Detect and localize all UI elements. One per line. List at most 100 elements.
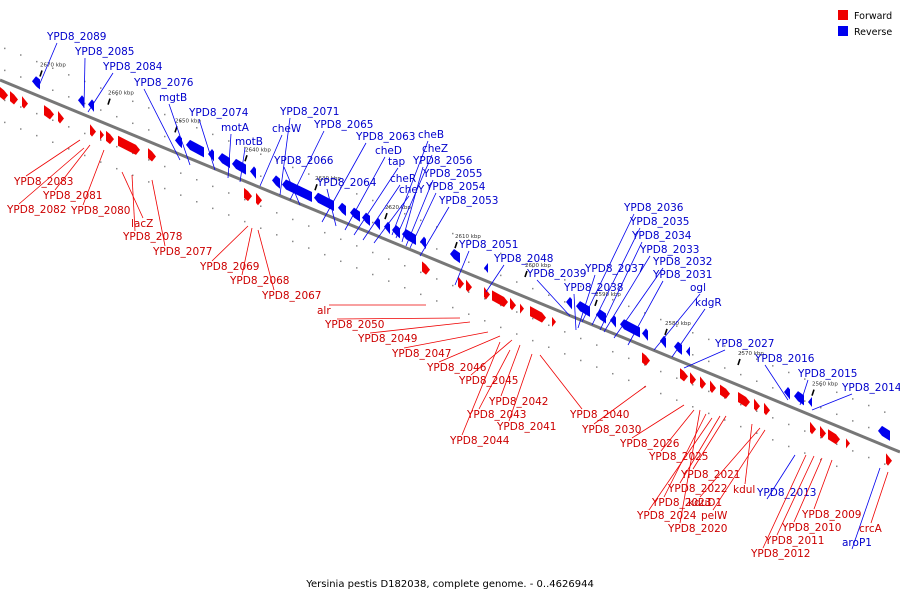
reverse-gene-label[interactable]: YPD8_2066 — [273, 155, 334, 167]
reverse-gene-label[interactable]: YPD8_2064 — [316, 177, 377, 189]
reverse-gene-label[interactable]: YPD8_2051 — [458, 239, 518, 251]
forward-gene-arrow[interactable] — [100, 128, 104, 140]
reverse-gene-label[interactable]: YPD8_2063 — [355, 131, 415, 143]
forward-gene-arrow[interactable] — [244, 187, 252, 202]
reverse-gene-arrow[interactable] — [384, 221, 390, 235]
reverse-gene-label[interactable]: YPD8_2037 — [584, 263, 644, 275]
forward-gene-label[interactable]: YPD8_2010 — [781, 522, 841, 534]
reverse-gene-label[interactable]: YPD8_2033 — [639, 244, 699, 256]
forward-gene-label[interactable]: YPD8_2023 — [651, 497, 711, 509]
reverse-gene-arrow[interactable] — [484, 263, 488, 275]
forward-gene-label[interactable]: pelW — [701, 510, 728, 522]
forward-gene-label[interactable]: YPD8_2044 — [449, 435, 510, 447]
reverse-gene-label[interactable]: YPD8_2016 — [754, 353, 815, 365]
forward-gene-label[interactable]: YPD8_2045 — [458, 375, 518, 387]
forward-gene-label[interactable]: lacZ — [131, 218, 153, 230]
forward-gene-label[interactable]: YPD8_2067 — [261, 290, 321, 302]
forward-gene-label[interactable]: YPD8_2022 — [667, 483, 727, 495]
reverse-gene-label[interactable]: YPD8_2034 — [631, 230, 692, 242]
forward-gene-label[interactable]: YPD8_2081 — [42, 190, 102, 202]
forward-gene-arrow[interactable] — [552, 315, 556, 327]
reverse-gene-label[interactable]: YPD8_2054 — [425, 181, 486, 193]
reverse-gene-arrow[interactable] — [686, 346, 690, 359]
forward-gene-label[interactable]: YPD8_2049 — [357, 333, 417, 345]
reverse-gene-arrow[interactable] — [794, 391, 804, 406]
forward-gene-arrow[interactable] — [820, 425, 826, 439]
reverse-gene-label[interactable]: cheZ — [422, 143, 448, 155]
forward-gene-arrow[interactable] — [118, 135, 140, 155]
forward-gene-label[interactable]: YPD8_2083 — [13, 176, 73, 188]
reverse-gene-label[interactable]: YPD8_2085 — [74, 46, 134, 58]
reverse-gene-label[interactable]: YPD8_2027 — [714, 338, 774, 350]
forward-gene-arrow[interactable] — [700, 376, 706, 389]
reverse-gene-label[interactable]: YPD8_2076 — [133, 77, 194, 89]
reverse-gene-arrow[interactable] — [878, 425, 890, 441]
reverse-gene-arrow[interactable] — [566, 296, 572, 310]
reverse-gene-arrow[interactable] — [784, 387, 790, 400]
forward-gene-label[interactable]: YPD8_2020 — [667, 523, 727, 535]
reverse-gene-label[interactable]: mgtB — [159, 92, 187, 104]
forward-gene-arrow[interactable] — [530, 306, 546, 323]
forward-gene-arrow[interactable] — [690, 372, 696, 385]
forward-gene-label[interactable]: YPD8_2011 — [764, 535, 824, 547]
reverse-gene-label[interactable]: cheD — [375, 145, 402, 157]
reverse-gene-arrow[interactable] — [250, 166, 256, 179]
forward-gene-arrow[interactable] — [764, 402, 770, 416]
forward-gene-arrow[interactable] — [738, 392, 750, 407]
reverse-gene-label[interactable]: cheR — [390, 173, 416, 185]
reverse-gene-arrow[interactable] — [88, 99, 94, 112]
reverse-gene-arrow[interactable] — [402, 229, 416, 245]
reverse-gene-arrow[interactable] — [420, 236, 426, 250]
forward-gene-label[interactable]: YPD8_2082 — [6, 204, 66, 216]
forward-gene-arrow[interactable] — [458, 276, 464, 289]
reverse-gene-arrow[interactable] — [232, 158, 246, 175]
forward-gene-arrow[interactable] — [22, 96, 28, 109]
forward-gene-label[interactable]: YPD8_2069 — [199, 261, 259, 273]
forward-gene-arrow[interactable] — [510, 297, 516, 311]
forward-gene-arrow[interactable] — [828, 429, 840, 445]
forward-gene-label[interactable]: YPD8_2077 — [152, 246, 212, 258]
forward-gene-arrow[interactable] — [106, 130, 114, 145]
reverse-gene-label[interactable]: YPD8_2071 — [279, 106, 339, 118]
reverse-gene-arrow[interactable] — [660, 335, 666, 349]
reverse-gene-label[interactable]: YPD8_2035 — [629, 216, 689, 228]
reverse-gene-label[interactable]: YPD8_2039 — [526, 268, 586, 280]
forward-gene-arrow[interactable] — [710, 380, 716, 393]
reverse-gene-arrow[interactable] — [32, 76, 40, 90]
forward-gene-arrow[interactable] — [754, 398, 760, 412]
reverse-gene-arrow[interactable] — [610, 315, 616, 328]
reverse-gene-label[interactable]: YPD8_2065 — [313, 119, 373, 131]
forward-gene-label[interactable]: YPD8_2024 — [636, 510, 697, 522]
forward-gene-label[interactable]: YPD8_2050 — [324, 319, 384, 331]
forward-gene-arrow[interactable] — [0, 87, 8, 101]
reverse-gene-arrow[interactable] — [314, 192, 334, 212]
forward-gene-arrow[interactable] — [256, 192, 262, 206]
reverse-gene-label[interactable]: YPD8_2036 — [623, 202, 684, 214]
forward-gene-arrow[interactable] — [720, 384, 730, 399]
forward-gene-arrow[interactable] — [484, 287, 490, 300]
reverse-gene-arrow[interactable] — [450, 249, 460, 264]
reverse-gene-arrow[interactable] — [338, 202, 346, 217]
forward-gene-label[interactable]: YPD8_2080 — [70, 205, 130, 217]
reverse-gene-label[interactable]: YPD8_2048 — [493, 253, 553, 265]
reverse-gene-label[interactable]: YPD8_2055 — [422, 168, 482, 180]
reverse-gene-arrow[interactable] — [272, 175, 280, 189]
forward-gene-arrow[interactable] — [466, 279, 472, 293]
reverse-gene-arrow[interactable] — [596, 309, 606, 324]
reverse-gene-label[interactable]: cheB — [418, 129, 444, 141]
reverse-gene-label[interactable]: cheW — [272, 123, 302, 135]
forward-gene-arrow[interactable] — [642, 352, 650, 366]
forward-gene-arrow[interactable] — [10, 91, 18, 105]
forward-gene-arrow[interactable] — [90, 124, 96, 137]
reverse-gene-arrow[interactable] — [350, 207, 360, 222]
reverse-gene-label[interactable]: YPD8_2089 — [46, 31, 106, 43]
reverse-gene-label[interactable]: cheY — [399, 184, 425, 196]
reverse-gene-label[interactable]: YPD8_2014 — [841, 382, 900, 394]
reverse-gene-arrow[interactable] — [642, 328, 648, 341]
forward-gene-arrow[interactable] — [810, 421, 816, 435]
reverse-gene-label[interactable]: aroP1 — [842, 537, 872, 549]
forward-gene-label[interactable]: YPD8_2046 — [426, 362, 487, 374]
reverse-gene-label[interactable]: motB — [235, 136, 263, 148]
reverse-gene-label[interactable]: YPD8_2038 — [563, 282, 623, 294]
reverse-gene-arrow[interactable] — [175, 135, 182, 149]
